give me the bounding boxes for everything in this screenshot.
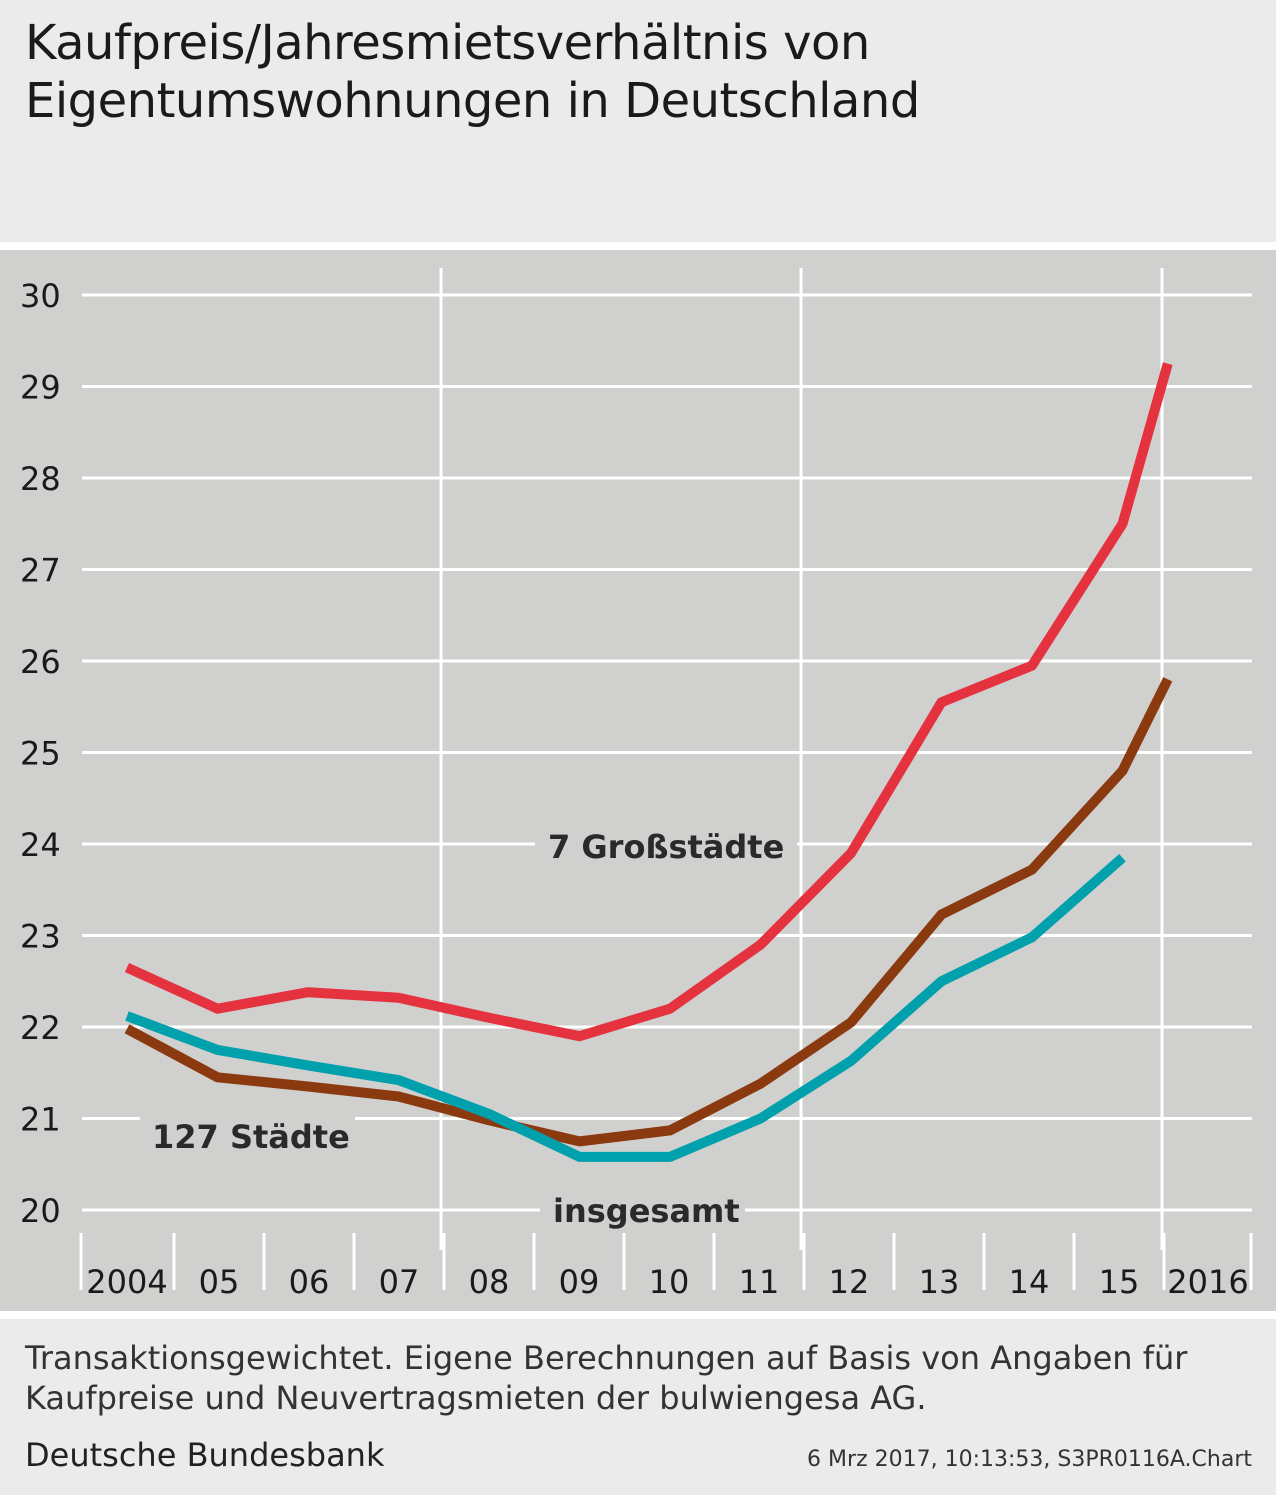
x-tick-label-08: 08 — [469, 1263, 510, 1301]
x-tick-label-13: 13 — [919, 1263, 960, 1301]
y-tick-label-25: 25 — [20, 735, 61, 773]
y-tick-label-29: 29 — [20, 369, 61, 407]
bottom-divider — [0, 1311, 1276, 1319]
y-tick-label-22: 22 — [20, 1009, 61, 1047]
series-label-1: 127 Städte — [152, 1118, 350, 1156]
y-tick-label-28: 28 — [20, 460, 61, 498]
footnote-line-1: Transaktionsgewichtet. Eigene Berechnung… — [25, 1339, 1188, 1377]
footnote: Transaktionsgewichtet. Eigene Berechnung… — [25, 1338, 1265, 1418]
x-tick-label-15: 15 — [1099, 1263, 1140, 1301]
timestamp-label: 6 Mrz 2017, 10:13:53, S3PR0116A.Chart — [807, 1447, 1252, 1472]
x-tick-label-06: 06 — [289, 1263, 330, 1301]
x-tick-label-2016: 2016 — [1167, 1263, 1248, 1301]
series-label-bg-1 — [140, 1106, 355, 1152]
x-tick-label-14: 14 — [1009, 1263, 1050, 1301]
x-tick-label-10: 10 — [649, 1263, 690, 1301]
series-labels: 7 Großstädte 127 Städte insgesamt — [140, 816, 797, 1230]
source-label: Deutsche Bundesbank — [25, 1436, 385, 1474]
y-tick-label-30: 30 — [20, 277, 61, 315]
x-tick-label-05: 05 — [199, 1263, 240, 1301]
series-lines — [124, 362, 1173, 1162]
series-line-0 — [124, 362, 1173, 1042]
series-label-bg-0 — [535, 816, 797, 862]
grid-lines — [82, 268, 1252, 1250]
y-axis-ticks: 20 21 22 23 24 25 26 27 28 29 30 — [20, 277, 61, 1230]
series-label-0: 7 Großstädte — [548, 828, 784, 866]
top-divider — [0, 242, 1276, 250]
y-tick-label-21: 21 — [20, 1101, 61, 1139]
y-tick-label-23: 23 — [20, 918, 61, 956]
series-line-2 — [125, 853, 1126, 1162]
title-line-2: Eigentumswohnungen in Deutschland — [25, 73, 920, 129]
series-label-bg-2 — [540, 1175, 745, 1221]
y-tick-label-27: 27 — [20, 552, 61, 590]
x-tick-label-12: 12 — [829, 1263, 870, 1301]
x-tick-label-07: 07 — [379, 1263, 420, 1301]
y-tick-label-20: 20 — [20, 1192, 61, 1230]
y-tick-label-24: 24 — [20, 826, 61, 864]
x-tick-label-11: 11 — [739, 1263, 780, 1301]
x-tick-label-09: 09 — [559, 1263, 600, 1301]
series-label-2: insgesamt — [553, 1192, 740, 1230]
title-line-1: Kaufpreis/Jahresmietsverhältnis von — [25, 15, 870, 71]
series-line-1 — [124, 677, 1173, 1147]
footnote-line-2: Kaufpreise und Neuvertragsmieten der bul… — [25, 1379, 927, 1417]
y-tick-label-26: 26 — [20, 643, 61, 681]
chart-title: Kaufpreis/Jahresmietsverhältnis von Eige… — [25, 14, 1255, 130]
x-tick-label-2004: 2004 — [86, 1263, 167, 1301]
x-axis-ticks: 2004 05 06 07 08 09 10 11 12 13 14 15 2016 — [79, 1233, 1253, 1301]
line-chart: 20 21 22 23 24 25 26 27 28 29 30 2004 05 06 07 08 09 10 1… — [0, 250, 1276, 1311]
